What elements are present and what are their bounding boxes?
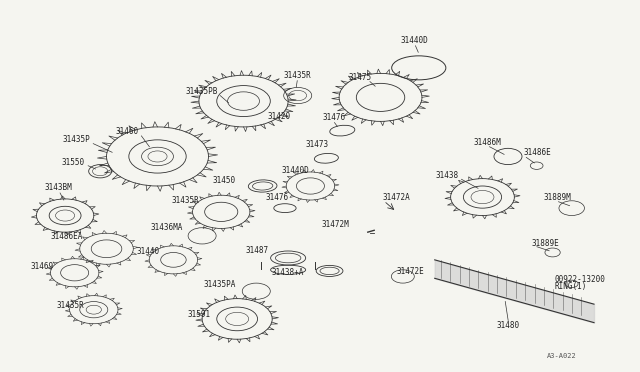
Text: 31889E: 31889E bbox=[532, 239, 559, 248]
Text: 31550: 31550 bbox=[61, 157, 84, 167]
Text: 31475: 31475 bbox=[349, 73, 372, 81]
Text: 31438: 31438 bbox=[436, 171, 459, 180]
Text: 31476: 31476 bbox=[323, 113, 346, 122]
Text: 31440: 31440 bbox=[136, 247, 159, 256]
Text: 31476: 31476 bbox=[265, 193, 288, 202]
Text: 31435PB: 31435PB bbox=[186, 87, 218, 96]
Text: 31472M: 31472M bbox=[321, 220, 349, 229]
Text: 31486M: 31486M bbox=[473, 138, 501, 147]
Text: 00922-13200: 00922-13200 bbox=[554, 275, 605, 283]
Text: 31889M: 31889M bbox=[543, 193, 571, 202]
Text: 31460: 31460 bbox=[115, 127, 138, 136]
Text: A3-A022: A3-A022 bbox=[547, 353, 577, 359]
Text: 3143BM: 3143BM bbox=[45, 183, 72, 192]
Text: 31486EA: 31486EA bbox=[51, 232, 83, 241]
Text: 31480: 31480 bbox=[497, 321, 520, 330]
Text: 31435R: 31435R bbox=[56, 301, 84, 311]
Text: 31420: 31420 bbox=[267, 112, 290, 121]
Text: 31440D: 31440D bbox=[401, 36, 428, 45]
Text: 31440D: 31440D bbox=[282, 166, 310, 175]
Text: 31435R: 31435R bbox=[171, 196, 199, 205]
Text: 31435P: 31435P bbox=[63, 135, 91, 144]
Text: RING(1): RING(1) bbox=[554, 282, 587, 291]
Text: 31435R: 31435R bbox=[284, 71, 312, 80]
Text: 31472A: 31472A bbox=[383, 193, 410, 202]
Text: 31591: 31591 bbox=[188, 310, 211, 319]
Text: 31473: 31473 bbox=[305, 140, 328, 149]
Text: 31486E: 31486E bbox=[524, 148, 552, 157]
Text: 31435PA: 31435PA bbox=[204, 280, 236, 289]
Text: 31438+A: 31438+A bbox=[272, 268, 305, 277]
Text: 31472E: 31472E bbox=[396, 267, 424, 276]
Text: 31487: 31487 bbox=[246, 246, 269, 255]
Text: 31436MA: 31436MA bbox=[150, 223, 183, 232]
Text: 31469: 31469 bbox=[31, 262, 54, 271]
Text: 31450: 31450 bbox=[212, 176, 236, 185]
